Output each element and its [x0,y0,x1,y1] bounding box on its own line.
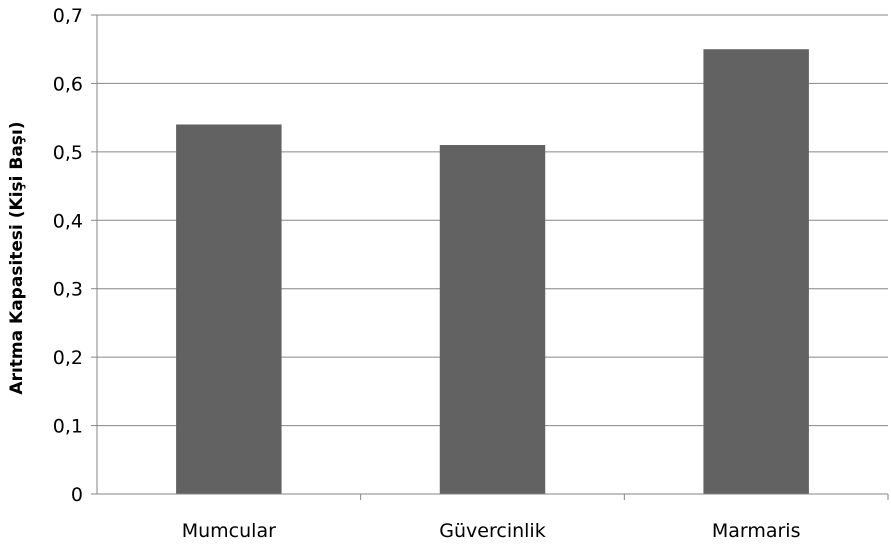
y-tick-label: 0,3 [53,279,83,301]
x-category-labels: Mumcular Güvercinlik Marmaris [182,520,801,542]
x-category-label: Marmaris [712,520,801,542]
y-tick-label: 0,1 [53,416,83,438]
y-tick-label: 0 [71,484,83,506]
y-axis-title: Arıtma Kapasitesi (Kişi Başı) [7,121,27,394]
axes [91,14,889,500]
y-tick-label: 0,7 [53,5,83,27]
bars [176,49,809,494]
bar-güvercinlik [439,145,546,494]
y-tick-labels: 0 0,1 0,2 0,3 0,4 0,5 0,6 0,7 [53,5,83,506]
y-tick-label: 0,2 [53,347,83,369]
y-tick-label: 0,5 [53,142,83,164]
bar-mumcular [176,124,282,494]
bar-marmaris [703,49,809,494]
x-category-label: Güvercinlik [439,520,545,542]
y-tick-label: 0,4 [53,210,83,232]
x-category-label: Mumcular [182,520,276,542]
y-tick-label: 0,6 [53,73,83,95]
